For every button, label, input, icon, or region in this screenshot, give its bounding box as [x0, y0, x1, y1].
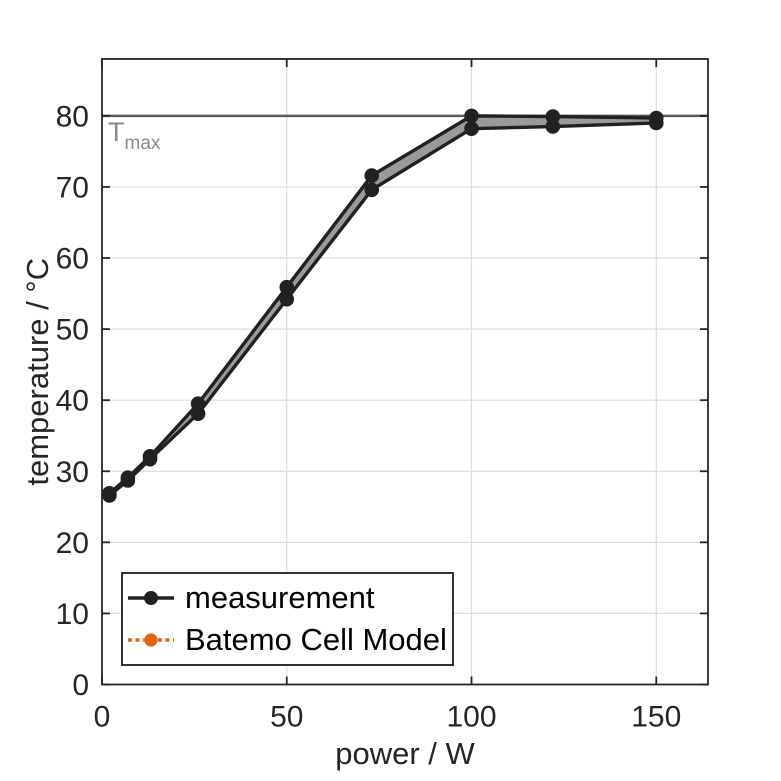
legend-box [121, 572, 454, 666]
x-tick-label: 100 [446, 701, 496, 734]
legend-label-measurement: measurement [185, 580, 375, 615]
y-tick-label: 40 [56, 385, 89, 418]
data-point-marker [190, 396, 206, 412]
data-point-marker [102, 485, 117, 501]
x-axis-title: power / W [335, 736, 475, 771]
data-point-marker [120, 470, 136, 485]
x-tick-label: 0 [94, 701, 111, 734]
y-tick-label: 70 [56, 171, 89, 204]
data-point-marker [364, 168, 380, 183]
y-tick-label: 20 [56, 527, 89, 560]
x-tick-label: 50 [270, 701, 303, 734]
y-tick-label: 30 [56, 456, 89, 489]
y-tick-label: 80 [56, 100, 89, 133]
data-point-marker [279, 279, 295, 295]
y-axis-title: temperature / °C [20, 258, 55, 486]
y-tick-label: 10 [56, 598, 89, 631]
data-point-marker [464, 108, 479, 124]
y-tick-label: 50 [56, 314, 89, 347]
data-point-marker [648, 110, 664, 126]
data-point-marker [545, 109, 561, 124]
data-point-marker [142, 449, 158, 464]
y-tick-label: 60 [56, 243, 89, 276]
legend-marker-measurement [144, 591, 158, 605]
axes-box [101, 58, 709, 686]
data-point-marker [279, 291, 295, 307]
data-point-marker [464, 121, 479, 136]
legend-marker-batemo-cell-model [144, 633, 158, 647]
legend-label-batemo-cell-model: Batemo Cell Model [185, 622, 447, 657]
y-tick-label: 0 [72, 669, 89, 702]
data-point-marker [364, 182, 380, 198]
tmax-label: Tmax [108, 117, 161, 154]
x-tick-label: 150 [631, 701, 681, 734]
